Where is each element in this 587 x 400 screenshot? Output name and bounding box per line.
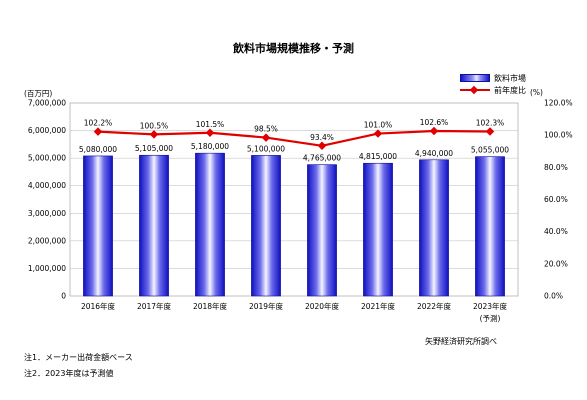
x-tick-label: 2022年度 (417, 301, 452, 311)
bar-value-label: 4,815,000 (359, 152, 397, 161)
ratio-point (429, 126, 439, 136)
ratio-point (373, 129, 383, 138)
ratio-point (149, 130, 159, 139)
x-tick-label: 2016年度 (81, 301, 116, 311)
ratio-line (97, 129, 491, 147)
footnote-1: 注1．メーカー出荷金額ベース (24, 353, 133, 362)
legend-bar-label: 飲料市場 (494, 73, 526, 83)
ratio-point (485, 127, 495, 136)
bar (363, 162, 393, 297)
ratio-value-label: 98.5% (254, 125, 278, 134)
left-tick-label: 5,000,000 (28, 154, 66, 163)
x-tick-label: 2023年度 (473, 301, 508, 311)
ratio-value-label: 101.0% (364, 121, 393, 130)
left-axis-unit: (百万円) (24, 89, 53, 98)
ratio-point (205, 128, 215, 137)
right-tick-label: 120.0% (544, 99, 573, 108)
bar (251, 155, 281, 297)
right-tick-label: 20.0% (544, 259, 568, 268)
left-tick-label: 2,000,000 (28, 236, 66, 245)
legend: 飲料市場 前年度比 (460, 72, 526, 96)
ratio-point (261, 133, 271, 142)
legend-line-swatch (460, 86, 490, 94)
text-layer: 0 1,000,000 2,000,000 3,000,000 4,000,000 5,0… (28, 99, 573, 324)
plot-frame (69, 102, 519, 297)
x-tick-label: 2021年度 (361, 301, 396, 311)
right-tick-label: 80.0% (544, 163, 568, 172)
left-tick-label: 4,000,000 (28, 181, 66, 190)
ratio-value-label: 102.3% (476, 118, 505, 127)
bars-layer (83, 152, 505, 297)
footnote-2: 注2．2023年度は予測値 (24, 369, 114, 378)
bar (307, 164, 337, 297)
right-tick-label: 100.0% (544, 131, 573, 140)
x-tick-sublabel: (予測) (480, 313, 501, 323)
left-tick-label: 3,000,000 (28, 209, 66, 218)
bar (419, 159, 449, 297)
bar-value-label: 5,180,000 (191, 142, 229, 151)
right-tick-label: 40.0% (544, 227, 568, 236)
line-layer (93, 126, 495, 151)
ratio-point (317, 141, 327, 151)
ratio-value-label: 93.4% (310, 133, 334, 142)
bar-value-label: 4,765,000 (303, 154, 341, 163)
x-tick-label: 2020年度 (305, 301, 340, 311)
left-tick-label: 1,000,000 (28, 264, 66, 273)
ratio-value-label: 102.6% (420, 118, 449, 127)
x-tick-label: 2019年度 (249, 301, 284, 311)
left-tick-label: 0 (61, 292, 66, 301)
legend-item-line: 前年度比 (460, 84, 526, 96)
ratio-value-label: 102.2% (84, 119, 113, 128)
bar-value-label: 4,940,000 (415, 149, 453, 158)
ratio-point (93, 127, 103, 136)
bar (139, 154, 169, 297)
bar-value-label: 5,055,000 (471, 146, 509, 155)
bar (83, 155, 113, 297)
right-axis-unit: (%) (530, 88, 543, 97)
ratio-value-label: 100.5% (140, 121, 169, 130)
chart-title: 飲料市場規模推移・予測 (233, 42, 354, 55)
right-tick-label: 0.0% (544, 292, 563, 301)
source-note: 矢野経済研究所調べ (425, 337, 497, 346)
bar (195, 152, 225, 297)
ratio-value-label: 101.5% (196, 120, 225, 129)
x-tick-label: 2017年度 (137, 301, 172, 311)
x-tick-label: 2018年度 (193, 301, 228, 311)
legend-item-bar: 飲料市場 (460, 72, 526, 84)
left-tick-label: 6,000,000 (28, 126, 66, 135)
left-tick-label: 7,000,000 (28, 99, 66, 108)
legend-line-label: 前年度比 (494, 85, 526, 95)
legend-bar-swatch (460, 74, 490, 82)
right-tick-label: 60.0% (544, 195, 568, 204)
bar-value-label: 5,100,000 (247, 144, 285, 153)
bar-value-label: 5,105,000 (135, 144, 173, 153)
bar-value-label: 5,080,000 (79, 145, 117, 154)
bar (475, 156, 505, 297)
